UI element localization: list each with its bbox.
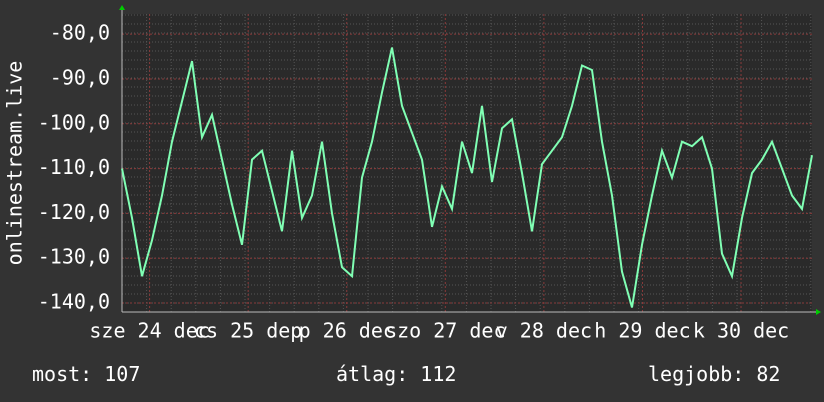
x-tick-label: h 29 dec	[594, 319, 690, 343]
y-tick-label: -120,0	[38, 200, 110, 224]
y-tick-label: -110,0	[38, 155, 110, 179]
plot-area	[122, 14, 812, 312]
stat-value: 112	[420, 362, 456, 386]
y-tick-label: -140,0	[38, 290, 110, 314]
axis-arrow	[816, 309, 821, 315]
x-tick-label: k 30 dec	[693, 319, 789, 343]
y-tick-label: -90,0	[50, 65, 110, 89]
x-tick-label: p 26 dec	[299, 319, 395, 343]
axis-arrow	[119, 5, 125, 10]
stat-value: 107	[104, 362, 140, 386]
y-tick-label: -80,0	[50, 21, 110, 45]
x-tick-label: cs 25 dep	[194, 319, 302, 343]
stat: most: 107	[32, 362, 140, 386]
stat: átlag: 112	[336, 362, 456, 386]
y-axis-label: onlinestream.live	[3, 61, 27, 266]
stat: legjobb: 82	[648, 362, 780, 386]
stat-label: legjobb:	[648, 362, 744, 386]
stat-value: 82	[756, 362, 780, 386]
x-tick-label: szo 27 dec	[385, 319, 505, 343]
data-line	[121, 47, 813, 308]
stat-label: most:	[32, 362, 92, 386]
x-tick-label: v 28 dec	[496, 319, 592, 343]
x-tick-label: sze 24 dec	[89, 319, 209, 343]
stat-label: átlag:	[336, 362, 408, 386]
y-tick-label: -100,0	[38, 110, 110, 134]
y-tick-label: -130,0	[38, 245, 110, 269]
